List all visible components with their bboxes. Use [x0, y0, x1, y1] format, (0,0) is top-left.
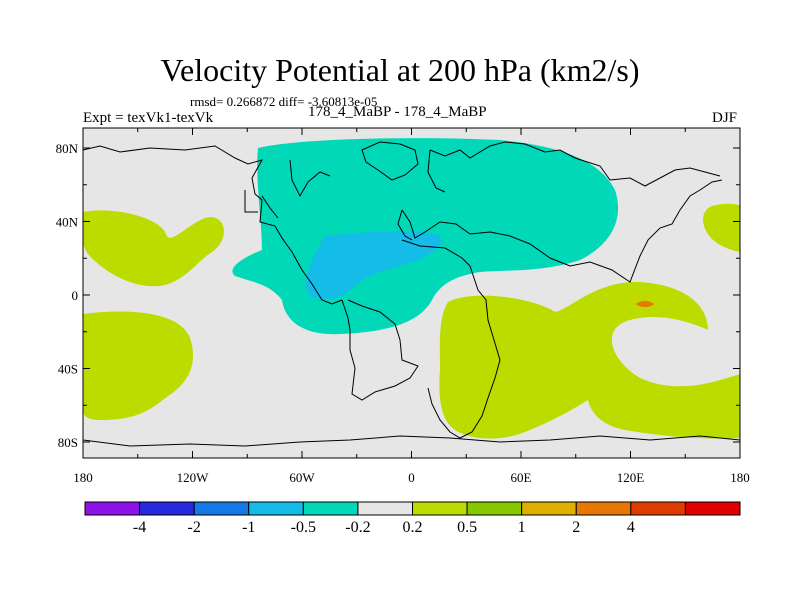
coastlines — [83, 141, 740, 447]
lat-tick-label: 40S — [58, 362, 78, 377]
colorbar-swatch — [139, 501, 195, 516]
lon-tick-label: 120W — [177, 470, 210, 485]
colorbar-swatch — [84, 501, 141, 516]
coastline-south-america — [341, 299, 419, 401]
colorbar-label: -4 — [133, 519, 146, 536]
colorbar-swatch — [575, 501, 632, 516]
lon-tick-label: 60W — [289, 470, 315, 485]
coastline-north-america — [83, 145, 343, 305]
colorbar-label: 1 — [518, 519, 526, 536]
plot-title: Velocity Potential at 200 hPa (km2/s) — [160, 52, 640, 88]
runs-label: 178_4_MaBP - 178_4_MaBP — [308, 104, 487, 120]
colorbar-label: -2 — [188, 519, 201, 536]
colorbar-label: -0.5 — [291, 519, 316, 536]
colorbar-label: 4 — [627, 519, 635, 536]
contour-fills — [83, 138, 740, 439]
positive-small-maximum — [636, 301, 654, 307]
colorbar: -4 -2 -1 -0.5 -0.2 0.2 0.5 1 2 4 — [84, 501, 741, 536]
positive-region-north-pacific — [83, 210, 224, 287]
colorbar-label: -1 — [242, 519, 255, 536]
lat-tick-label: 80S — [58, 435, 78, 450]
coastline-antarctica — [83, 435, 740, 447]
stats-label: rmsd= 0.266872 diff= -3.60813e-05 — [190, 94, 378, 109]
positive-region-south-pacific — [83, 311, 194, 420]
coastline-eurasia — [397, 141, 723, 283]
lat-tick-label: 80N — [56, 141, 79, 156]
colorbar-swatch — [630, 501, 686, 516]
colorbar-label: 0.2 — [403, 519, 423, 536]
lon-tick-label: 0 — [408, 470, 415, 485]
positive-region-africa-indian — [439, 281, 740, 439]
negative-region-core — [305, 231, 442, 300]
colorbar-swatch — [193, 501, 250, 516]
lat-tick-label: 40N — [56, 215, 79, 230]
colorbar-swatch — [302, 501, 359, 516]
colorbar-swatch — [684, 501, 741, 516]
colorbar-swatch — [466, 501, 523, 516]
colorbar-label: -0.2 — [345, 519, 370, 536]
season-label: DJF — [712, 110, 738, 126]
lon-tick-label: 60E — [511, 470, 532, 485]
colorbar-swatch — [357, 501, 413, 516]
lon-tick-label: 180 — [730, 470, 750, 485]
colorbar-swatch — [248, 501, 304, 516]
colorbar-label: 2 — [572, 519, 580, 536]
axes: 80N 40N 0 40S 80S 180 120W 60W 0 60E 120E 180 — [56, 128, 750, 485]
coastline-africa — [401, 239, 501, 439]
coastline-greenland — [361, 141, 419, 181]
colorbar-swatch — [521, 501, 577, 516]
experiment-label: Expt = texVk1-texVk — [83, 110, 214, 126]
colorbar-label: 0.5 — [457, 519, 477, 536]
lat-tick-label: 0 — [72, 288, 79, 303]
positive-region-west-pacific — [703, 203, 740, 252]
colorbar-swatch — [412, 501, 468, 516]
lon-tick-label: 180 — [73, 470, 93, 485]
lon-tick-label: 120E — [617, 470, 645, 485]
